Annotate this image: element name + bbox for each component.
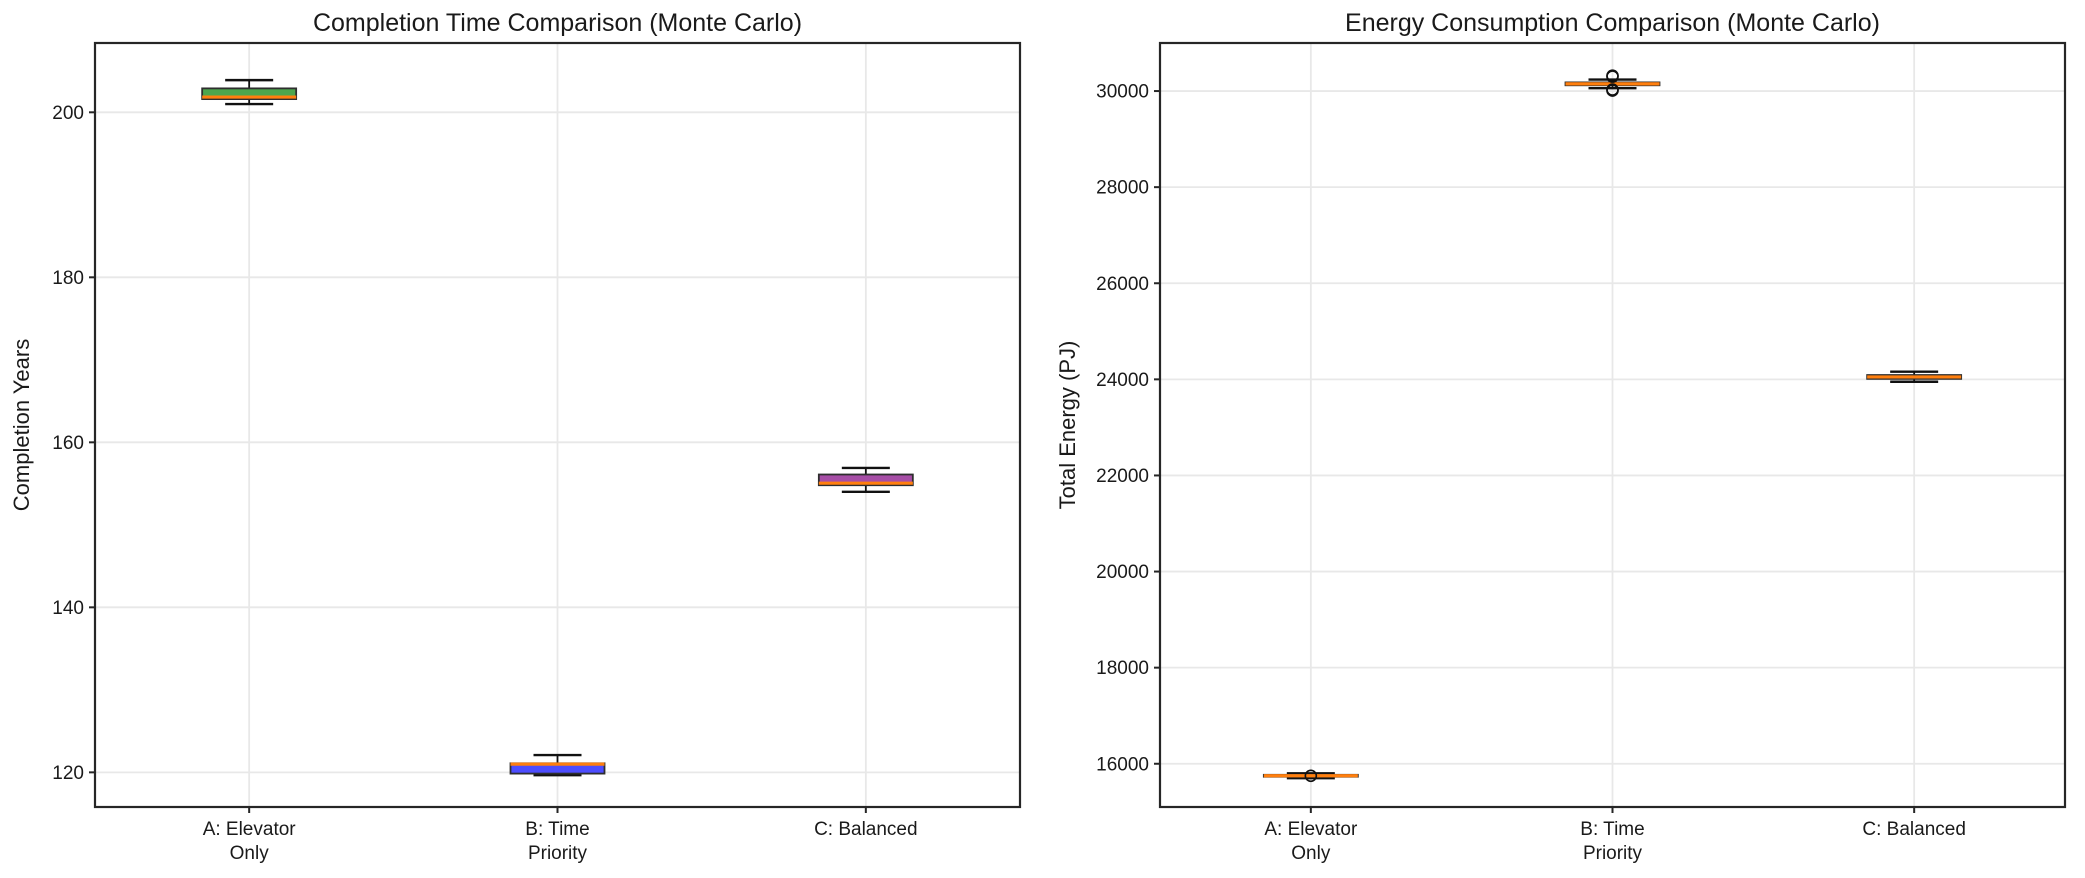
y-tick-label: 18000 (1096, 658, 1149, 679)
boxplot-a-elevator-only (201, 78, 298, 106)
y-tick-label: 20000 (1096, 562, 1149, 583)
x-tick-label: B: Time Priority (1580, 819, 1644, 864)
plot-spines (93, 41, 1022, 809)
chart-energy-consumption: Energy Consumption Comparison (Monte Car… (1042, 0, 2085, 878)
y-axis-ticks: 16000 18000 20000 22000 24000 26000 28000 30000 (1096, 82, 1160, 775)
plot-spines (1158, 41, 2067, 809)
y-axis-ticks: 120 140 160 180 200 (52, 103, 95, 784)
outlier-marker (1304, 769, 1318, 783)
boxplot-a-elevator-only (1262, 769, 1359, 783)
chart-title: Energy Consumption Comparison (Monte Car… (1345, 9, 1880, 37)
box-rect (817, 473, 914, 487)
outlier-marker (1606, 70, 1619, 83)
outlier-marker (1606, 84, 1619, 97)
y-tick-label: 140 (52, 598, 84, 619)
x-tick-label: C: Balanced (1862, 819, 1966, 840)
x-tick-label: A: Elevator Only (203, 819, 297, 864)
chart-title: Completion Time Comparison (Monte Carlo) (312, 9, 803, 37)
x-axis-ticks: A: Elevator Only B: Time Priority C: Balance… (203, 807, 918, 864)
y-tick-label: 120 (52, 763, 84, 784)
y-tick-label: 16000 (1096, 754, 1149, 775)
x-tick-label: C: Balanced (814, 819, 918, 840)
y-tick-label: 22000 (1096, 466, 1149, 487)
boxplot-c-balanced (817, 466, 914, 494)
y-tick-label: 30000 (1096, 82, 1149, 103)
y-tick-label: 160 (52, 433, 84, 454)
y-tick-label: 180 (52, 268, 84, 289)
x-axis-ticks: A: Elevator Only B: Time Priority C: Balance… (1264, 807, 1966, 864)
box-rect (201, 87, 298, 101)
grid (95, 43, 1020, 807)
chart-canvas: 120 140 160 180 200 A: Elevator Only B: Time Pri… (52, 41, 1022, 864)
chart-canvas: 16000 18000 20000 22000 24000 26000 28000 30000… (1096, 41, 2067, 864)
x-tick-label: A: Elevator Only (1264, 819, 1358, 864)
grid (1160, 43, 2065, 807)
y-tick-label: 26000 (1096, 274, 1149, 295)
chart-completion-time: Completion Time Comparison (Monte Carlo)… (0, 0, 1042, 878)
y-tick-label: 28000 (1096, 178, 1149, 199)
y-tick-label: 24000 (1096, 370, 1149, 391)
boxplot-c-balanced (1866, 370, 1963, 383)
boxplot-b-time-priority (1564, 69, 1661, 97)
y-tick-label: 200 (52, 103, 84, 124)
boxplot-b-time-priority (509, 753, 606, 777)
x-tick-label: B: Time Priority (525, 819, 589, 864)
